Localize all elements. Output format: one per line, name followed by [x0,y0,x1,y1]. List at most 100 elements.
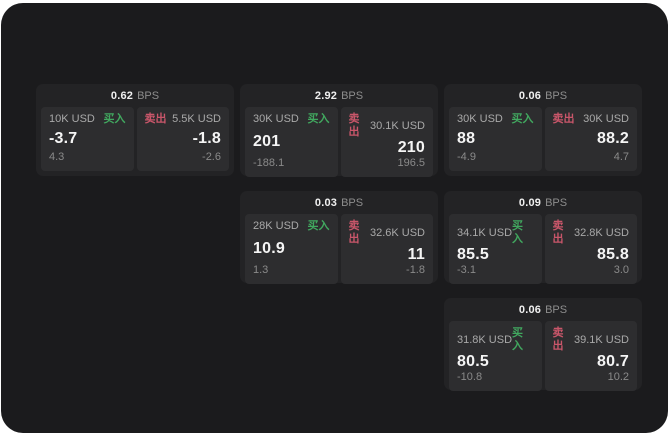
buy-value: 10.9 [253,239,285,257]
sell-side-label: 卖出 [552,220,564,245]
panels-row: 28K USD 买入 10.9 1.3 卖出 32.6K USD 11 -1.8 [240,214,438,289]
quote-cards-grid: 0.62 BPS 10K USD 买入 -3.7 4.3 卖出 5.5K USD [36,84,642,391]
card-header: 0.06 BPS [444,298,642,321]
sell-side-label: 卖出 [552,113,575,125]
buy-panel-top-row: 28K USD 买入 [253,220,330,233]
dashboard-background: 0.62 BPS 10K USD 买入 -3.7 4.3 卖出 5.5K USD [1,3,668,433]
sell-sub-value: -1.8 [406,264,425,276]
sell-panel[interactable]: 卖出 30K USD 88.2 4.7 [544,107,637,171]
panels-row: 10K USD 买入 -3.7 4.3 卖出 5.5K USD -1.8 -2.… [36,107,234,176]
sell-panel[interactable]: 卖出 30.1K USD 210 196.5 [340,107,433,177]
buy-value: 88 [457,129,476,147]
buy-panel[interactable]: 34.1K USD 买入 85.5 -3.1 [449,214,542,284]
sell-side-label: 卖出 [348,113,360,138]
bps-unit-label: BPS [545,89,568,102]
panels-row: 34.1K USD 买入 85.5 -3.1 卖出 32.8K USD 85.8… [444,214,642,289]
sell-sub-value: 3.0 [613,264,629,276]
bps-value: 0.62 [110,89,134,102]
quote-card: 0.03 BPS 28K USD 买入 10.9 1.3 卖出 32.6K US… [240,191,438,284]
buy-amount: 30K USD [253,113,299,125]
sell-panel-top-row: 卖出 5.5K USD [145,113,222,126]
buy-sub-value: 1.3 [253,264,269,276]
buy-panel-top-row: 34.1K USD 买入 [457,220,534,246]
bps-value: 2.92 [314,89,338,102]
bps-unit-label: BPS [341,89,364,102]
sell-side-label: 卖出 [552,327,564,352]
card-header: 0.62 BPS [36,84,234,107]
bps-unit-label: BPS [545,196,568,209]
bps-value: 0.03 [314,196,338,209]
bps-value: 0.06 [518,89,542,102]
card-header: 0.06 BPS [444,84,642,107]
buy-side-label: 买入 [512,327,524,352]
sell-value: 11 [407,246,425,263]
sell-side-label: 卖出 [144,113,167,125]
card-header: 2.92 BPS [240,84,438,107]
buy-amount: 10K USD [49,113,95,125]
sell-panel-top-row: 卖出 32.6K USD [349,220,426,246]
buy-side-label: 买入 [103,113,126,125]
quote-card: 0.09 BPS 34.1K USD 买入 85.5 -3.1 卖出 32.8K… [444,191,642,284]
sell-panel[interactable]: 卖出 39.1K USD 80.7 10.2 [544,321,637,391]
sell-panel[interactable]: 卖出 5.5K USD -1.8 -2.6 [136,107,229,171]
quote-card: 0.62 BPS 10K USD 买入 -3.7 4.3 卖出 5.5K USD [36,84,234,176]
sell-sub-value: 10.2 [607,371,629,383]
bps-unit-label: BPS [341,196,364,209]
sell-value: 85.8 [597,246,629,263]
buy-panel[interactable]: 28K USD 买入 10.9 1.3 [245,214,338,284]
buy-panel-top-row: 10K USD 买入 [49,113,126,126]
sell-amount: 39.1K USD [573,333,629,346]
bps-unit-label: BPS [137,89,160,102]
sell-amount: 5.5K USD [172,113,221,125]
buy-side-label: 买入 [512,220,524,245]
buy-sub-value: -4.9 [457,151,476,163]
sell-amount: 30K USD [583,113,629,125]
sell-value: 210 [397,139,425,156]
sell-panel-top-row: 卖出 39.1K USD [553,327,630,353]
sell-value: -1.8 [192,129,221,147]
buy-value: 85.5 [457,246,489,263]
sell-side-label: 卖出 [348,220,360,245]
buy-amount: 30K USD [457,113,503,125]
sell-sub-value: -2.6 [202,151,221,163]
quote-card: 0.06 BPS 30K USD 买入 88 -4.9 卖出 30K USD [444,84,642,176]
sell-amount: 32.6K USD [369,226,425,239]
sell-panel-top-row: 卖出 30K USD [553,113,630,126]
buy-sub-value: -3.1 [457,264,476,276]
sell-panel[interactable]: 卖出 32.6K USD 11 -1.8 [340,214,433,284]
buy-amount: 31.8K USD [457,333,513,346]
sell-amount: 30.1K USD [369,119,425,132]
buy-amount: 28K USD [253,220,299,232]
buy-panel-top-row: 31.8K USD 买入 [457,327,534,353]
sell-sub-value: 4.7 [613,151,629,163]
sell-panel[interactable]: 卖出 32.8K USD 85.8 3.0 [544,214,637,284]
sell-panel-top-row: 卖出 32.8K USD [553,220,630,246]
buy-side-label: 买入 [511,113,534,125]
buy-panel[interactable]: 31.8K USD 买入 80.5 -10.8 [449,321,542,391]
buy-panel[interactable]: 30K USD 买入 88 -4.9 [449,107,542,171]
buy-sub-value: 4.3 [49,151,65,163]
sell-value: 80.7 [597,353,629,370]
sell-panel-top-row: 卖出 30.1K USD [349,113,426,139]
buy-value: 201 [253,132,281,150]
buy-value: 80.5 [457,353,489,370]
panels-row: 31.8K USD 买入 80.5 -10.8 卖出 39.1K USD 80.… [444,321,642,396]
bps-value: 0.09 [518,196,542,209]
buy-panel[interactable]: 30K USD 买入 201 -188.1 [245,107,338,177]
buy-side-label: 买入 [307,220,330,232]
buy-panel-top-row: 30K USD 买入 [457,113,534,126]
panels-row: 30K USD 买入 88 -4.9 卖出 30K USD 88.2 4.7 [444,107,642,176]
quote-card: 2.92 BPS 30K USD 买入 201 -188.1 卖出 30.1K … [240,84,438,177]
buy-value: -3.7 [49,129,78,147]
buy-sub-value: -188.1 [253,157,285,169]
sell-value: 88.2 [597,129,629,147]
buy-panel[interactable]: 10K USD 买入 -3.7 4.3 [41,107,134,171]
sell-sub-value: 196.5 [397,157,425,169]
buy-panel-top-row: 30K USD 买入 [253,113,330,126]
buy-side-label: 买入 [307,113,330,125]
card-header: 0.03 BPS [240,191,438,214]
bps-unit-label: BPS [545,303,568,316]
quote-card: 0.06 BPS 31.8K USD 买入 80.5 -10.8 卖出 39.1… [444,298,642,391]
bps-value: 0.06 [518,303,542,316]
sell-amount: 32.8K USD [573,226,629,239]
